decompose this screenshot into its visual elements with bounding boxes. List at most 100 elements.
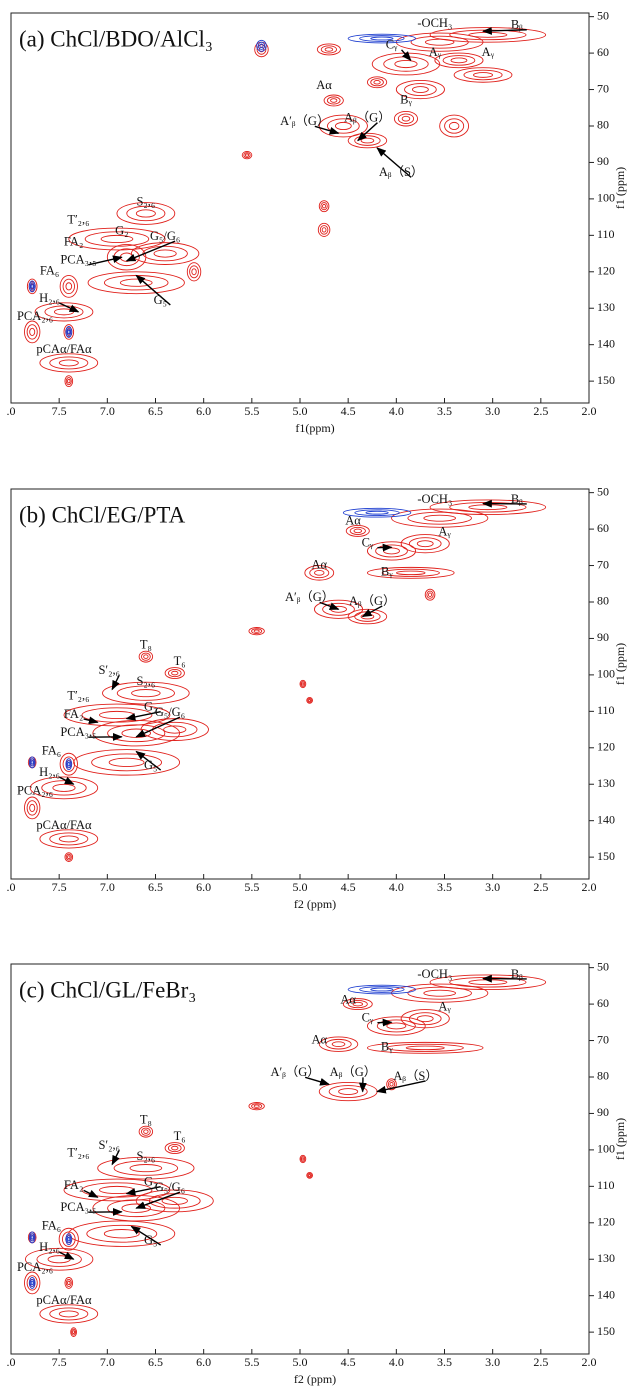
y-tick-label: 140 <box>597 812 615 826</box>
peak-contour <box>469 980 507 985</box>
x-tick-label: 7.5 <box>52 880 67 894</box>
negative-peak-contour <box>68 1237 70 1241</box>
annotation: PCA₂,₆ <box>17 783 53 797</box>
plot-area <box>24 500 545 862</box>
x-tick-label: 5.5 <box>244 404 259 418</box>
peak-contour <box>469 505 507 510</box>
negative-peak-contour <box>371 988 393 991</box>
plot-area <box>24 975 545 1337</box>
peak-contour <box>254 1105 259 1107</box>
x-tick-label: 5.0 <box>293 1355 308 1369</box>
annotation: Aα <box>340 992 356 1006</box>
peak-contour <box>387 1044 463 1051</box>
plot-area <box>24 28 545 387</box>
peak-contour <box>154 250 176 257</box>
peak-contour <box>252 1104 262 1109</box>
peak-contour <box>141 1128 150 1135</box>
peak-contour <box>136 210 155 217</box>
peak-contour <box>443 56 475 66</box>
annotation: A′ᵦ（G） <box>280 114 329 128</box>
peak-contour <box>331 99 337 103</box>
x-tick-label: 7.0 <box>100 880 115 894</box>
x-axis-label: f1(ppm) <box>295 421 334 435</box>
annotation: G₅ <box>144 758 157 772</box>
annotation: Cᵧ <box>386 38 398 53</box>
peak-contour <box>27 325 37 339</box>
annotation-arrow <box>112 675 119 689</box>
x-tick-label: 3.0 <box>485 404 500 418</box>
x-tick-label: 7.5 <box>52 404 67 418</box>
annotation: FA₆ <box>40 264 59 278</box>
annotation: Bᵧ <box>381 1040 393 1055</box>
annotation: PCA₂,₆ <box>17 309 53 323</box>
peak-contour <box>190 266 199 278</box>
peak-contour <box>409 538 441 550</box>
annotation: A′ᵦ（G） <box>285 590 334 604</box>
peak-contour <box>371 79 384 86</box>
peak-contour <box>168 669 181 676</box>
y-tick-label: 70 <box>597 81 609 95</box>
peak-contour <box>252 629 262 634</box>
peak-contour <box>361 138 374 143</box>
peak-contour <box>309 1174 311 1176</box>
peak-contour <box>68 856 71 859</box>
peak-contour <box>144 1130 148 1134</box>
peak-contour <box>144 655 148 659</box>
x-tick-label: 2.0 <box>582 1355 597 1369</box>
y-tick-label: 120 <box>597 740 615 754</box>
peak-contour <box>339 1089 358 1095</box>
peak-contour <box>396 571 425 575</box>
x-tick-label: 5.5 <box>244 880 259 894</box>
annotation: Aα <box>316 78 332 92</box>
x-tick-label: 3.5 <box>437 1355 452 1369</box>
peak-contour <box>406 1046 444 1050</box>
x-tick-label: 4.0 <box>389 1355 404 1369</box>
annotation: T₆ <box>174 1129 186 1143</box>
peak-contour <box>309 699 311 701</box>
annotation: Bᵧ <box>381 565 393 580</box>
annotation: T′₂,₆ <box>67 213 89 227</box>
peak-contour <box>69 1221 175 1247</box>
annotation-arrow <box>84 1190 98 1197</box>
peak-contour <box>53 784 75 791</box>
panel-title: (b) ChCl/EG/PTA <box>19 502 186 527</box>
x-tick-label: 6.5 <box>148 1355 163 1369</box>
y-tick-label: 130 <box>597 1251 615 1265</box>
annotation: Cᵧ <box>362 1011 374 1026</box>
peak-contour <box>107 244 146 270</box>
y-tick-label: 90 <box>597 630 609 644</box>
peak-contour <box>245 154 248 156</box>
annotation: Aᵦ（S） <box>379 165 424 179</box>
x-tick-label: 5.0 <box>293 880 308 894</box>
peak-contour <box>50 833 88 845</box>
peak-contour <box>350 527 365 534</box>
annotation: H₂,₆ <box>39 291 60 305</box>
negative-peak-contour <box>360 36 405 42</box>
peak-contour <box>59 360 78 366</box>
peak-contour <box>192 269 196 275</box>
x-tick-label: 6.5 <box>148 880 163 894</box>
peak-contour <box>172 1146 178 1150</box>
peak-contour <box>321 203 327 210</box>
peak-contour <box>27 801 37 815</box>
negative-peak-contour <box>31 285 33 289</box>
y-axis-label: f1 (ppm) <box>613 643 627 685</box>
annotation: H₂,₆ <box>39 765 60 779</box>
x-tick-label: 2.0 <box>582 880 597 894</box>
y-tick-label: 150 <box>597 1324 615 1338</box>
y-tick-label: 50 <box>597 8 609 22</box>
peak-contour <box>329 1086 367 1098</box>
x-tick-label: 7.0 <box>100 1355 115 1369</box>
peak-contour <box>390 1082 393 1086</box>
y-tick-label: 90 <box>597 154 609 168</box>
annotation: S₂,₆ <box>136 1149 155 1163</box>
peak-contour <box>332 1042 345 1047</box>
peak-contour <box>428 593 431 597</box>
y-tick-label: 110 <box>597 1178 615 1192</box>
annotation: FA₆ <box>42 743 61 757</box>
y-axis-label: f1 (ppm) <box>613 1118 627 1160</box>
x-tick-label: 2.5 <box>533 404 548 418</box>
peak-contour <box>66 378 71 385</box>
